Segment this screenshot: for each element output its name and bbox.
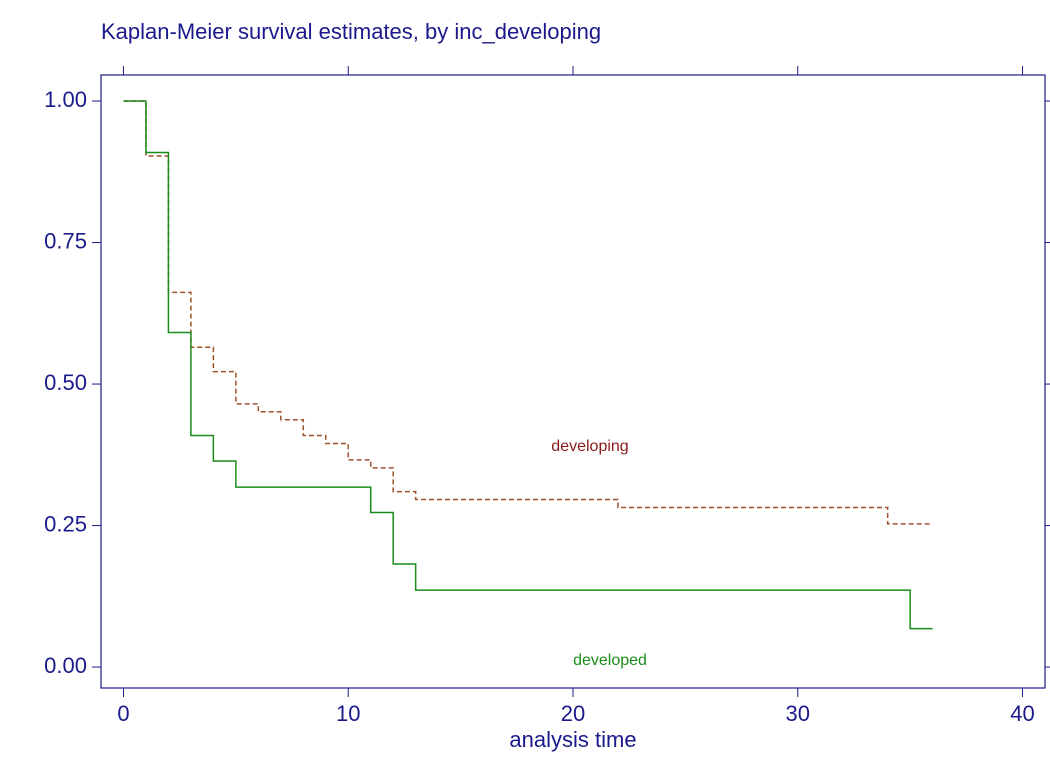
x-tick-label: 0 [117, 701, 129, 726]
y-tick-label: 0.25 [44, 511, 87, 536]
y-tick-label: 0.75 [44, 228, 87, 253]
plot-frame [100, 74, 1046, 689]
x-axis-label: analysis time [509, 727, 636, 752]
x-tick-label: 20 [561, 701, 585, 726]
series-label: developed [573, 652, 647, 669]
series-label: developing [551, 438, 628, 455]
x-tick-label: 30 [786, 701, 810, 726]
y-tick-label: 0.50 [44, 370, 87, 395]
x-tick-label: 10 [336, 701, 360, 726]
y-tick-label: 0.00 [44, 653, 87, 678]
y-tick-label: 1.00 [44, 87, 87, 112]
chart-title: Kaplan-Meier survival estimates, by inc_… [101, 19, 601, 44]
x-tick-label: 40 [1010, 701, 1034, 726]
survival-curve [123, 100, 933, 525]
survival-curve [123, 100, 933, 630]
